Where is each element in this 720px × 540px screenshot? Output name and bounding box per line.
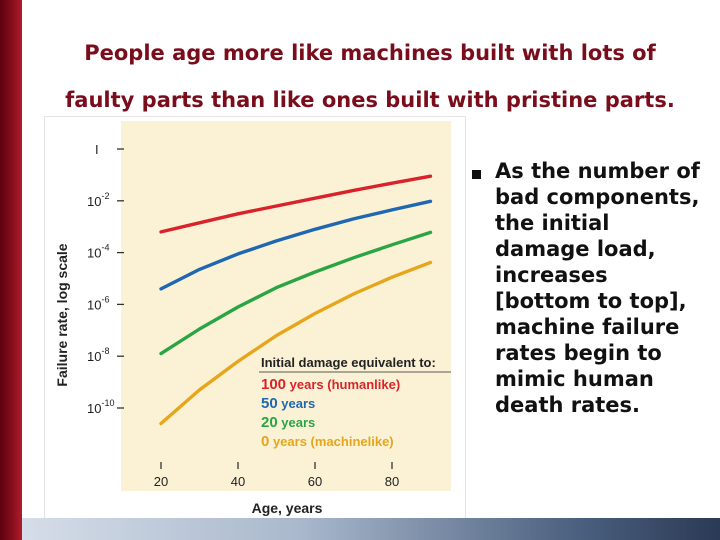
series-line	[159, 260, 433, 426]
y-tick-label: 10-8	[87, 346, 109, 364]
legend-title: Initial damage equivalent to:	[261, 355, 436, 370]
x-tick-label: 60	[308, 474, 322, 489]
bullet-square-icon	[472, 170, 481, 179]
legend-entry: 50 years	[261, 395, 315, 412]
x-tick-label: 80	[385, 474, 399, 489]
legend: Initial damage equivalent to: 100 years (…	[259, 355, 451, 450]
x-axis-label: Age, years	[252, 500, 323, 516]
left-accent-bar	[0, 0, 22, 540]
title-line-2: faulty parts than like ones built with p…	[65, 88, 675, 112]
x-tick-label: 40	[231, 474, 245, 489]
series-group	[159, 174, 433, 426]
y-tick-label: 10-2	[87, 191, 109, 209]
y-tick-label: I	[95, 142, 99, 157]
x-tick-label: 20	[154, 474, 168, 489]
y-tick-label: 10-6	[87, 294, 109, 312]
series-line	[159, 174, 433, 234]
x-axis: 20 40 60 80	[154, 462, 399, 489]
y-tick-label: 10-10	[87, 398, 114, 416]
failure-rate-chart: I 10-2 10-4 10-6 10-8 10-10 20 40 60 80 Initial …	[54, 121, 451, 516]
series-line	[159, 199, 433, 291]
bottom-gradient-bar	[22, 518, 720, 540]
y-axis: I 10-2 10-4 10-6 10-8 10-10	[87, 142, 124, 416]
legend-entry: 20 years	[261, 414, 315, 431]
bullet-text: As the number of bad components, the ini…	[495, 159, 700, 417]
series-line	[159, 230, 433, 356]
y-tick-label: 10-4	[87, 243, 109, 261]
title-line-1: People age more like machines built with…	[84, 41, 656, 65]
slide-title: People age more like machines built with…	[40, 30, 700, 124]
legend-entry: 0 years (machinelike)	[261, 433, 394, 450]
chart-panel: I 10-2 10-4 10-6 10-8 10-10 20 40 60 80 Initial …	[44, 116, 466, 524]
y-axis-label: Failure rate, log scale	[54, 243, 70, 386]
legend-entry: 100 years (humanlike)	[261, 376, 400, 393]
